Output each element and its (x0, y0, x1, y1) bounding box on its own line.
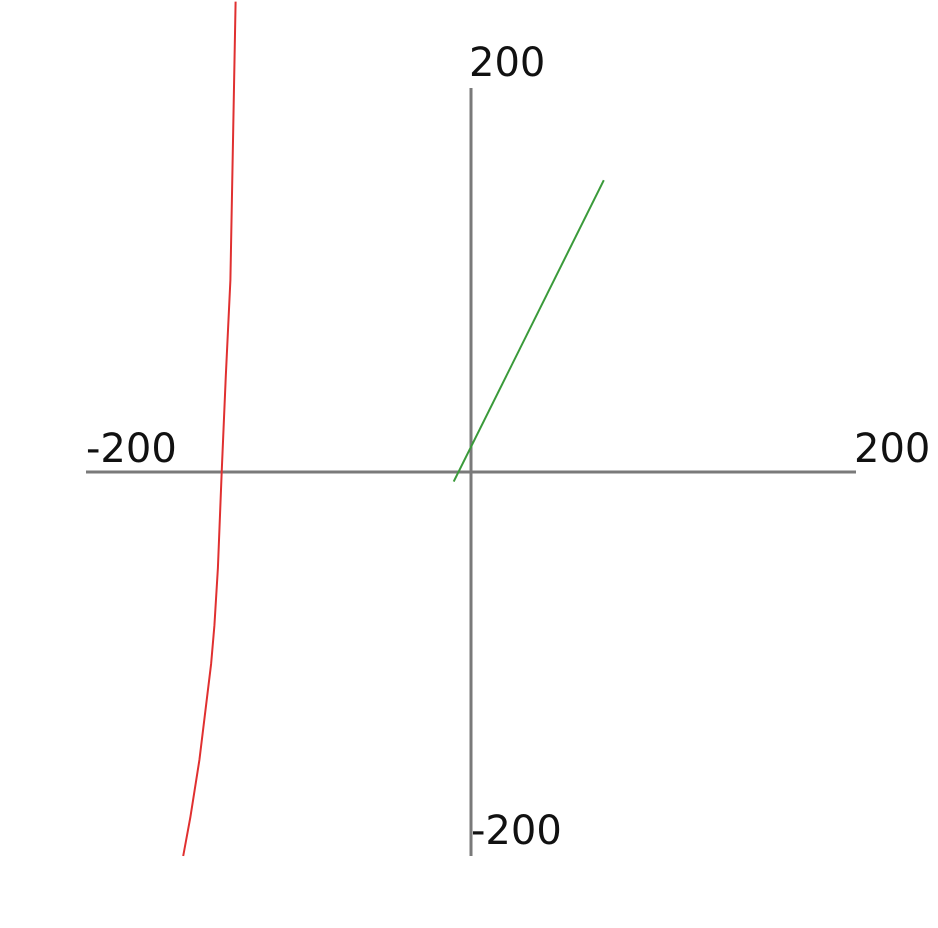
axes (86, 88, 856, 856)
series-layer (182, 1, 605, 857)
series-line-1 (182, 1, 237, 857)
x-tick-label-max: 200 (854, 426, 930, 472)
y-tick-label-min: -200 (471, 808, 562, 854)
y-tick-label-max: 200 (469, 40, 545, 86)
series-line-2 (452, 179, 605, 483)
tick-labels: -200 200 200 -200 (86, 40, 930, 854)
x-tick-label-min: -200 (86, 426, 177, 472)
